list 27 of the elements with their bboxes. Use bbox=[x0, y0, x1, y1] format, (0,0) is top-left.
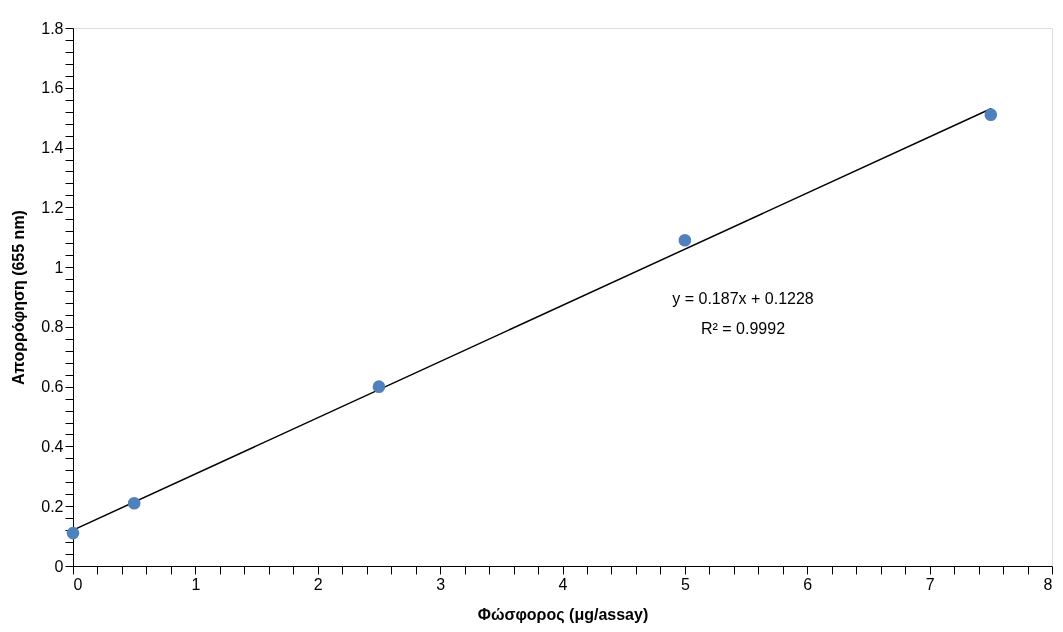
annotation: y = 0.187x + 0.1228 bbox=[672, 290, 814, 307]
x-tick-label: 7 bbox=[925, 575, 935, 593]
y-tick-label: 0.6 bbox=[41, 378, 64, 396]
y-tick-label: 0 bbox=[54, 557, 64, 575]
x-tick-label: 3 bbox=[436, 575, 446, 593]
y-tick-label: 1.4 bbox=[41, 139, 64, 157]
point bbox=[127, 496, 141, 510]
x-tick-label: 8 bbox=[1043, 575, 1053, 593]
y-tick-label: 1.6 bbox=[41, 79, 64, 97]
x-tick-label: 2 bbox=[313, 575, 323, 593]
x-tick-label: 5 bbox=[680, 575, 690, 593]
point bbox=[678, 233, 692, 247]
y-tick-label: 1.8 bbox=[41, 19, 64, 37]
y-axis-title: Απορρόφηση (655 nm) bbox=[10, 210, 28, 385]
x-axis-title: Φώσφορος (μg/assay) bbox=[477, 605, 649, 624]
y-tick-label: 1.2 bbox=[41, 198, 64, 216]
x-tick-label: 4 bbox=[558, 575, 568, 593]
y-tick-label: 0.8 bbox=[41, 318, 64, 336]
x-tick-label: 0 bbox=[73, 575, 83, 593]
x-tick-label: 6 bbox=[803, 575, 813, 593]
y-tick-label: 1 bbox=[54, 258, 64, 276]
annotation: R² = 0.9992 bbox=[700, 320, 786, 337]
point bbox=[372, 380, 386, 393]
point bbox=[984, 108, 998, 121]
y-tick-label: 0.2 bbox=[41, 497, 64, 515]
x-tick-label: 1 bbox=[191, 575, 201, 593]
y-tick-label: 0.4 bbox=[41, 437, 64, 455]
